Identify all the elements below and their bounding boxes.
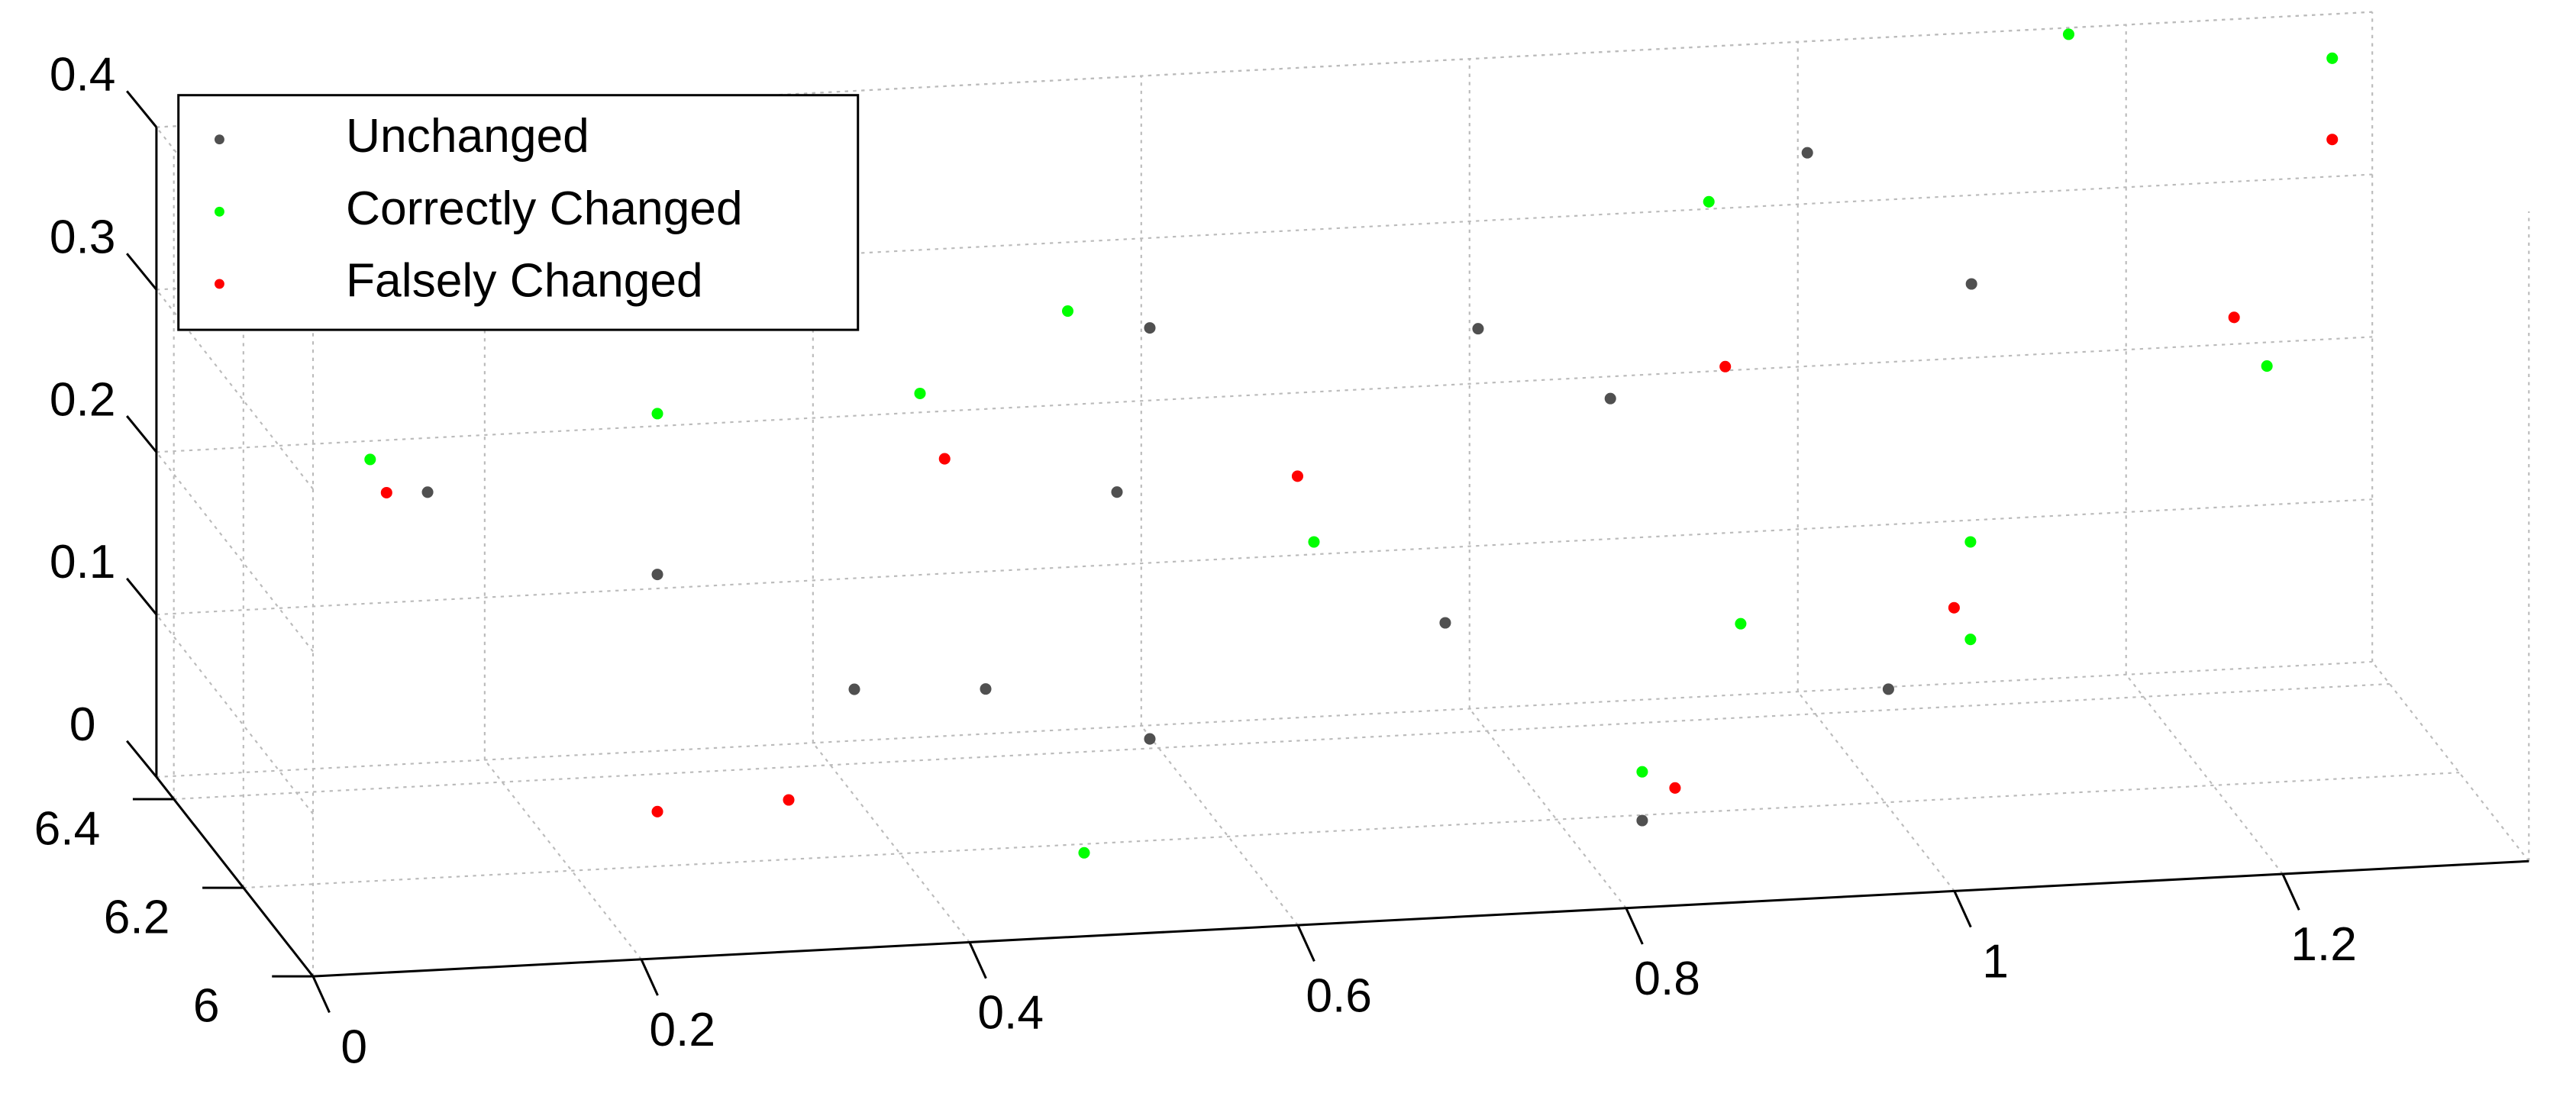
point <box>914 387 926 400</box>
y-tick-label: 6 <box>193 980 220 1033</box>
point <box>1078 846 1090 859</box>
point <box>1964 634 1977 646</box>
grid-line <box>156 498 2373 616</box>
x-tick <box>1625 908 1644 945</box>
point <box>2062 28 2074 40</box>
z-tick-label: 0.4 <box>50 49 116 102</box>
point <box>1061 305 1074 318</box>
point <box>1604 392 1616 405</box>
x-tick <box>640 959 659 996</box>
x-tick-label: 0.8 <box>1634 953 1700 1005</box>
grid-line <box>1796 691 1955 892</box>
point <box>783 794 795 806</box>
grid-line <box>156 451 314 653</box>
point <box>2326 134 2339 146</box>
x-tick-label: 1 <box>1982 936 2009 988</box>
point <box>848 683 860 695</box>
point <box>651 569 663 581</box>
point <box>2228 311 2240 324</box>
grid-line <box>812 742 970 943</box>
point <box>1801 147 1813 159</box>
point <box>1308 536 1320 548</box>
points <box>364 28 2339 859</box>
x-tick-label: 0 <box>341 1021 367 1073</box>
grid-line <box>173 682 2390 801</box>
grid-line <box>2125 674 2284 875</box>
point <box>421 486 434 498</box>
point <box>1948 601 1960 614</box>
z-tick <box>126 577 158 616</box>
z-tick-label: 0.1 <box>50 536 116 588</box>
x-tick-label: 0.4 <box>977 987 1044 1040</box>
legend-marker <box>214 206 224 217</box>
grid-line <box>1468 708 1627 909</box>
point <box>1703 195 1715 208</box>
y-tick-label: 6.2 <box>104 892 170 944</box>
point <box>1669 782 1681 794</box>
point <box>1111 486 1123 498</box>
box-edge <box>2371 661 2530 862</box>
grid-line <box>484 759 642 960</box>
z-tick <box>126 253 158 291</box>
point <box>1735 617 1747 630</box>
legend-box <box>177 94 860 331</box>
grid-line <box>156 336 2373 453</box>
legend-label: Unchanged <box>346 110 589 163</box>
x-tick-label: 0.2 <box>649 1004 715 1056</box>
z-tick <box>126 90 158 128</box>
x-tick <box>2281 873 2300 911</box>
point <box>1636 814 1648 827</box>
x-tick <box>968 941 987 979</box>
legend-label: Falsely Changed <box>346 254 703 307</box>
x-axis <box>312 859 2529 978</box>
point <box>364 453 376 466</box>
x-tick <box>1953 890 1972 928</box>
x-tick <box>1296 924 1315 963</box>
grid-line <box>156 660 2373 779</box>
z-tick <box>126 740 158 778</box>
point <box>1144 733 1156 745</box>
point <box>1719 360 1732 372</box>
point <box>380 486 392 498</box>
point <box>1965 278 1977 290</box>
point <box>1964 536 1977 548</box>
y-tick-label: 6.4 <box>34 802 101 855</box>
z-tick <box>126 415 158 453</box>
point <box>1472 323 1484 335</box>
legend: Unchanged Correctly Changed Falsely Change… <box>177 94 860 331</box>
point <box>1144 322 1156 334</box>
point <box>1882 683 1894 695</box>
point <box>1291 470 1303 482</box>
z-tick-label: 0.2 <box>50 373 116 426</box>
z-tick-label: 0 <box>69 698 96 751</box>
point <box>2261 360 2273 372</box>
point <box>651 408 663 420</box>
point <box>651 805 663 817</box>
x-tick <box>312 975 331 1014</box>
point <box>1636 766 1648 778</box>
point <box>1439 617 1451 629</box>
axes: 0 0.2 0.4 0.6 0.8 1 1.2 6 6.26.4 0 0.1 0.2 0.3 0.4 <box>34 49 2529 1073</box>
z-tick-label: 0.3 <box>50 211 116 263</box>
grid-line <box>1140 725 1299 926</box>
point <box>938 453 951 465</box>
x-tick-label: 0.6 <box>1306 969 1372 1022</box>
y-axis <box>155 776 315 978</box>
legend-marker <box>214 279 224 289</box>
x-tick-label: 1.2 <box>2290 918 2357 971</box>
point <box>980 683 992 695</box>
grid-line <box>156 614 314 814</box>
grid-line <box>156 289 314 490</box>
point <box>2326 52 2339 64</box>
legend-label: Correctly Changed <box>346 182 743 235</box>
legend-marker <box>214 134 224 145</box>
grid-line <box>243 772 2460 889</box>
